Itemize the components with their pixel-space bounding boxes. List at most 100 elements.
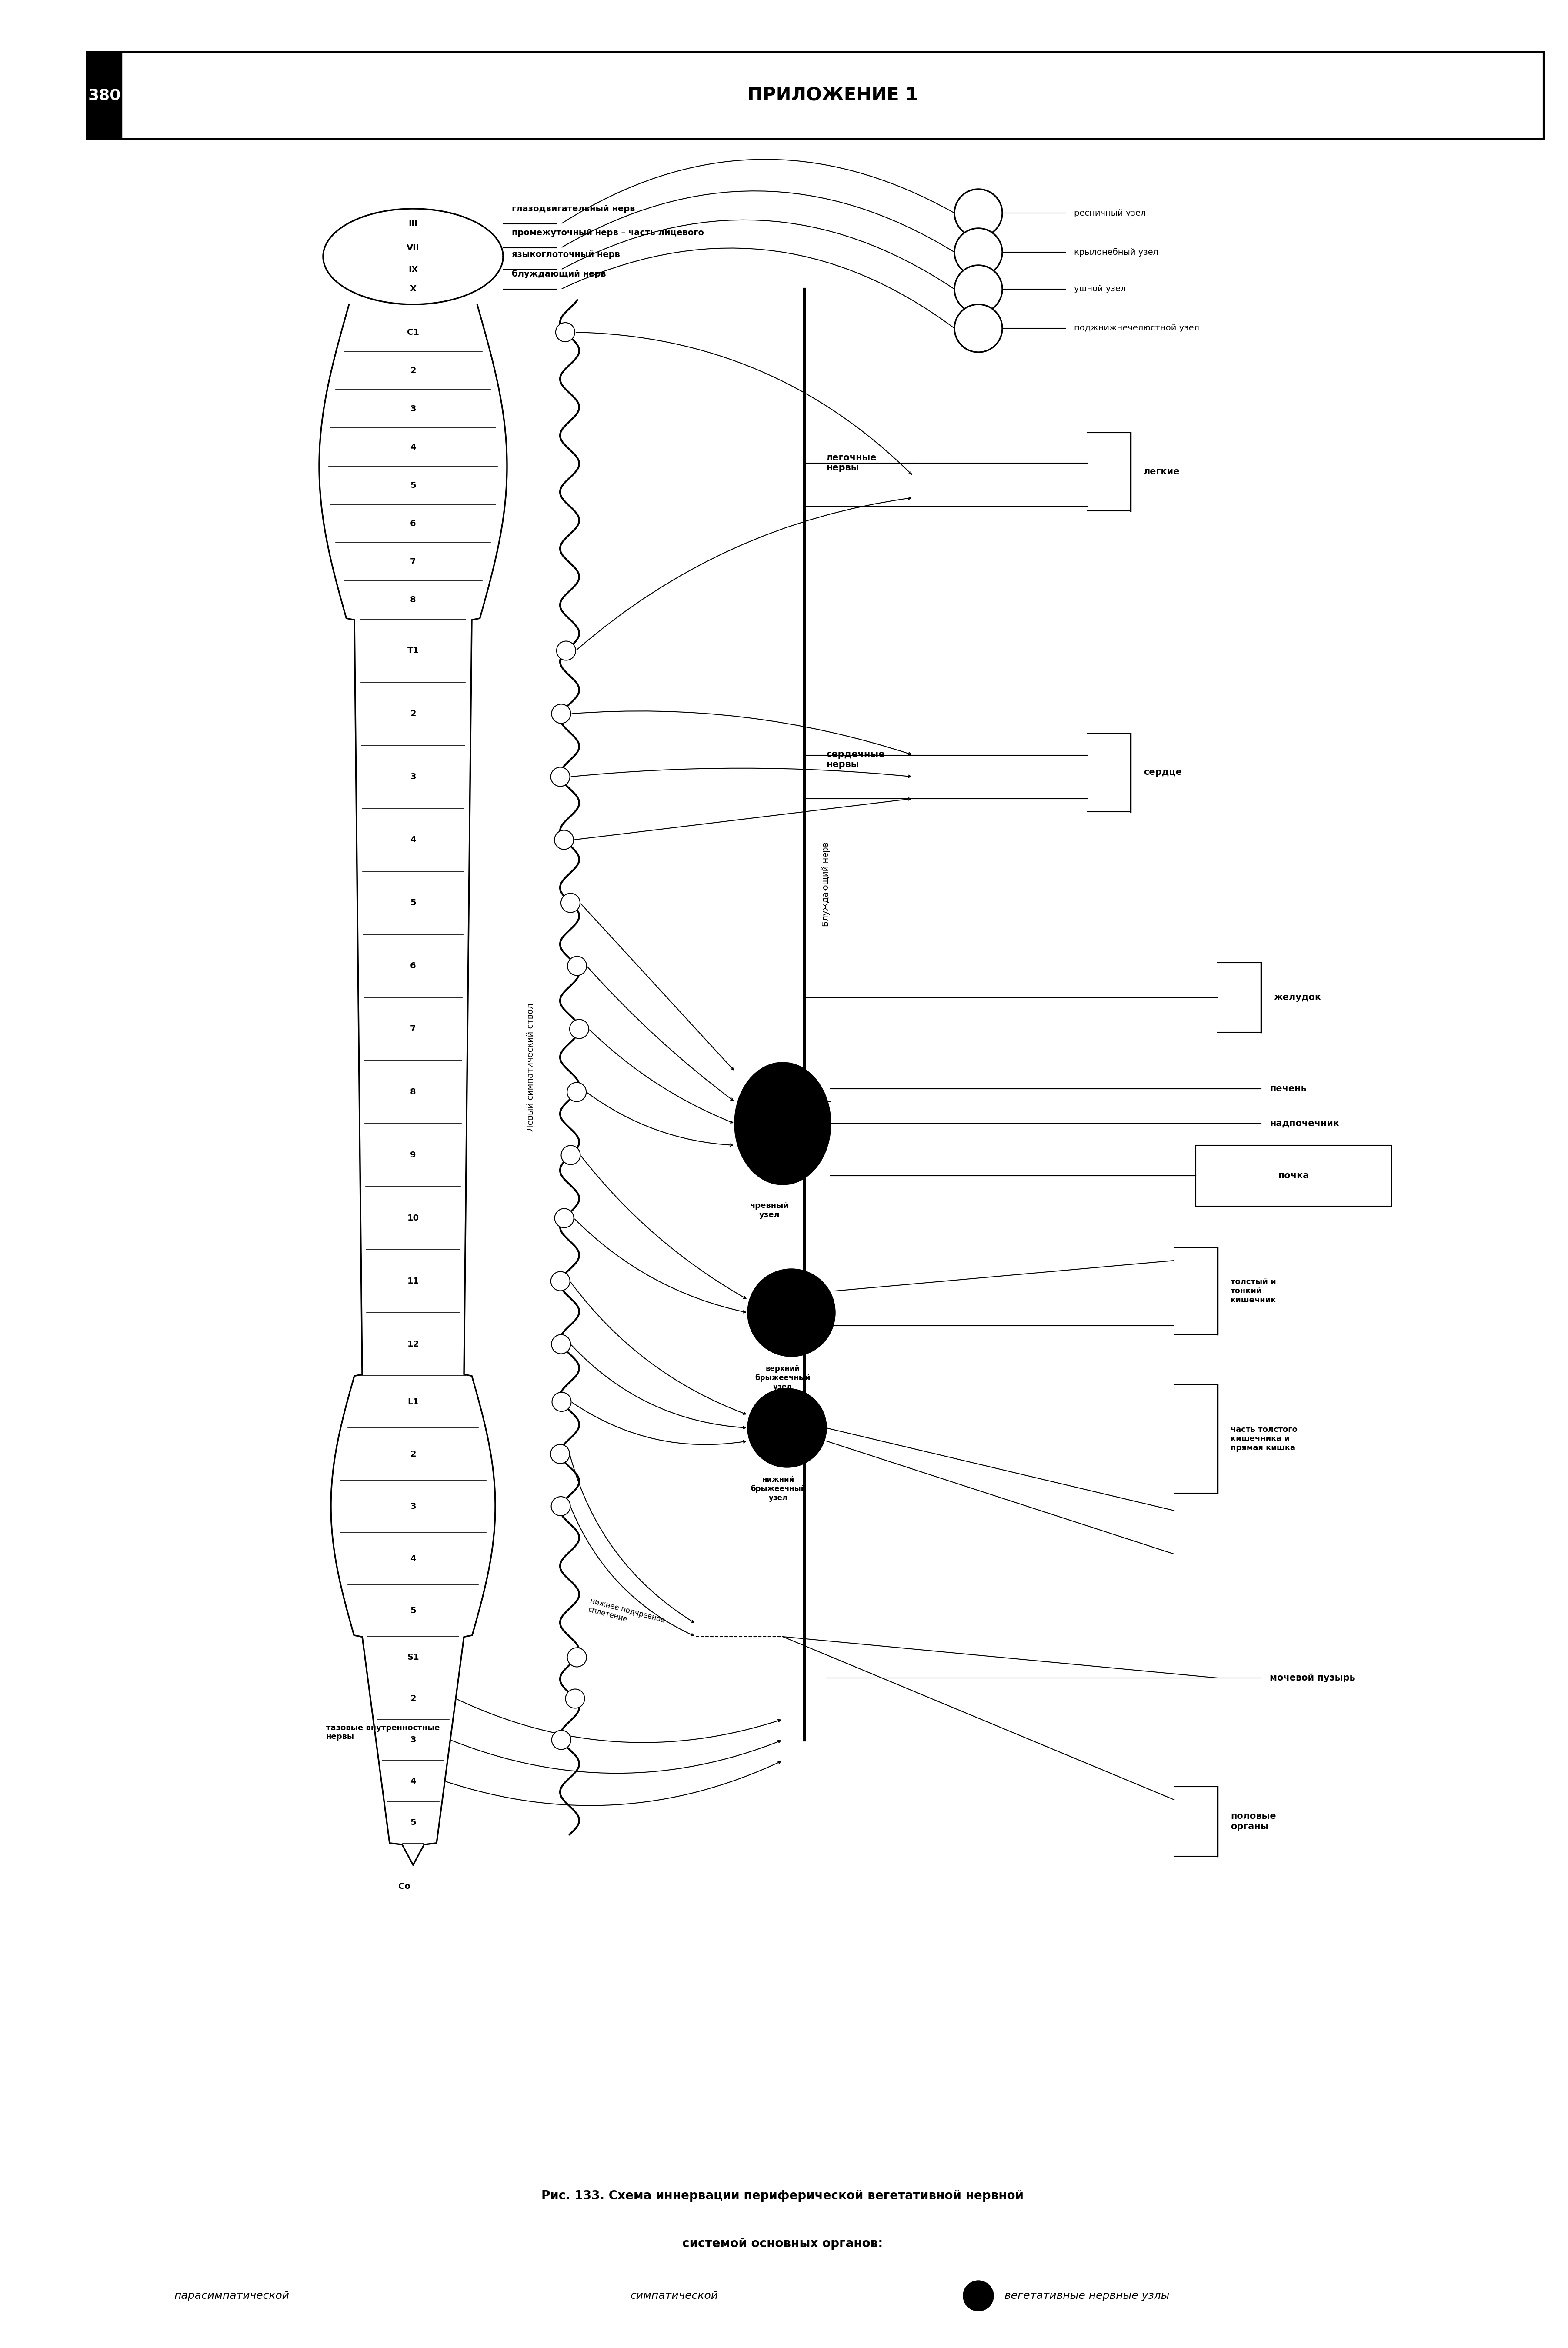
Text: сердечные
нервы: сердечные нервы [826,749,884,768]
Text: 5: 5 [411,899,416,906]
Text: Левый симпатический ствол: Левый симпатический ствол [527,1003,535,1132]
Text: чревный
узел: чревный узел [750,1202,789,1219]
Text: 11: 11 [408,1277,419,1284]
Text: мочевой пузырь: мочевой пузырь [1270,1674,1355,1684]
Text: печень: печень [1270,1085,1306,1094]
Text: 380: 380 [88,89,121,103]
Text: поджнижнечелюстной узел: поджнижнечелюстной узел [1074,324,1200,333]
Circle shape [568,1082,586,1101]
Text: надпочечник: надпочечник [1270,1120,1339,1127]
Text: тазовые внутренностные
нервы: тазовые внутренностные нервы [326,1723,441,1740]
Bar [1196,1146,1391,1207]
Polygon shape [320,305,506,1864]
Text: часть толстого
кишечника и
прямая кишка: часть толстого кишечника и прямая кишка [1231,1425,1297,1451]
Bar [86,52,122,139]
Text: 12: 12 [408,1341,419,1348]
Text: T1: T1 [408,646,419,655]
Circle shape [569,1019,588,1038]
Text: III: III [408,221,417,228]
Text: 2: 2 [411,366,416,376]
Text: 3: 3 [411,404,416,413]
Text: крылонебный узел: крылонебный узел [1074,249,1159,256]
Text: 4: 4 [411,1777,416,1784]
Circle shape [555,322,575,343]
Text: ПРИЛОЖЕНИЕ 1: ПРИЛОЖЕНИЕ 1 [748,87,917,106]
Text: сердце: сердце [1143,768,1182,777]
Text: нижнее подчревное
сплетение: нижнее подчревное сплетение [586,1597,666,1632]
Circle shape [955,190,1002,237]
Text: верхний
брыжеечный
узел: верхний брыжеечный узел [756,1364,811,1390]
Text: 3: 3 [411,1735,416,1745]
Circle shape [748,1270,834,1357]
Circle shape [552,1392,571,1411]
Text: 5: 5 [411,481,416,488]
Circle shape [550,768,569,787]
Text: 5: 5 [411,1817,416,1827]
Text: 4: 4 [411,444,416,451]
Text: VII: VII [406,244,420,251]
Circle shape [555,831,574,850]
Text: 8: 8 [411,1087,416,1097]
Circle shape [552,1730,571,1749]
Text: Co: Co [398,1883,411,1890]
Text: L1: L1 [408,1397,419,1406]
Text: блуждающий нерв: блуждающий нерв [511,270,605,279]
Text: 9: 9 [411,1151,416,1160]
Polygon shape [323,209,503,305]
Text: IX: IX [408,265,419,275]
Circle shape [955,305,1002,352]
Text: языкоглоточный нерв: языкоглоточный нерв [511,251,619,258]
Text: 10: 10 [408,1214,419,1223]
Text: легочные
нервы: легочные нервы [826,453,877,472]
Text: ресничный узел: ресничный узел [1074,209,1146,218]
Text: парасимпатической: парасимпатической [174,2292,289,2301]
Text: 7: 7 [411,1024,416,1033]
Text: 4: 4 [411,1554,416,1561]
Text: 3: 3 [411,772,416,782]
Circle shape [568,956,586,974]
Text: X: X [409,284,417,294]
Text: вегетативные нервные узлы: вегетативные нервные узлы [1005,2292,1170,2301]
Text: 2: 2 [411,1449,416,1458]
Text: почка: почка [1278,1172,1309,1181]
Text: нижний
брыжеечный
узел: нижний брыжеечный узел [751,1477,806,1503]
Text: ушной узел: ушной узел [1074,284,1126,294]
Text: симпатической: симпатической [630,2292,718,2301]
Text: системой основных органов:: системой основных органов: [682,2238,883,2249]
Circle shape [955,265,1002,312]
Text: 8: 8 [411,596,416,603]
Text: 6: 6 [411,519,416,528]
Circle shape [561,1146,580,1165]
Bar [86,52,1543,139]
Circle shape [552,1496,571,1517]
Circle shape [561,892,580,913]
Text: 2: 2 [411,1695,416,1702]
Circle shape [552,1334,571,1355]
Text: 3: 3 [411,1503,416,1510]
Text: C1: C1 [408,329,419,336]
Circle shape [748,1388,826,1468]
Ellipse shape [735,1064,831,1183]
Text: легкие: легкие [1143,467,1179,477]
Text: S1: S1 [408,1653,419,1662]
Polygon shape [323,305,503,312]
Text: Блуждающий нерв: Блуждающий нерв [822,841,831,927]
Text: промежуточный нерв – часть лицевого: промежуточный нерв – часть лицевого [511,228,704,237]
Text: 5: 5 [411,1606,416,1615]
Circle shape [552,704,571,723]
Circle shape [550,1273,569,1291]
Circle shape [555,1209,574,1228]
Text: глазодвигательный нерв: глазодвигательный нерв [511,204,635,214]
Text: толстый и
тонкий
кишечник: толстый и тонкий кишечник [1231,1277,1276,1303]
Text: Рис. 133. Схема иннервации периферической вегетативной нервной: Рис. 133. Схема иннервации периферическо… [541,2191,1024,2202]
Text: 2: 2 [411,709,416,718]
Text: 7: 7 [411,559,416,566]
Circle shape [566,1688,585,1709]
Text: 4: 4 [411,836,416,843]
Text: желудок: желудок [1275,993,1322,1003]
Circle shape [963,2280,994,2310]
Circle shape [568,1648,586,1667]
Circle shape [550,1444,569,1463]
Text: половые
органы: половые органы [1231,1813,1276,1831]
Text: 6: 6 [411,963,416,970]
